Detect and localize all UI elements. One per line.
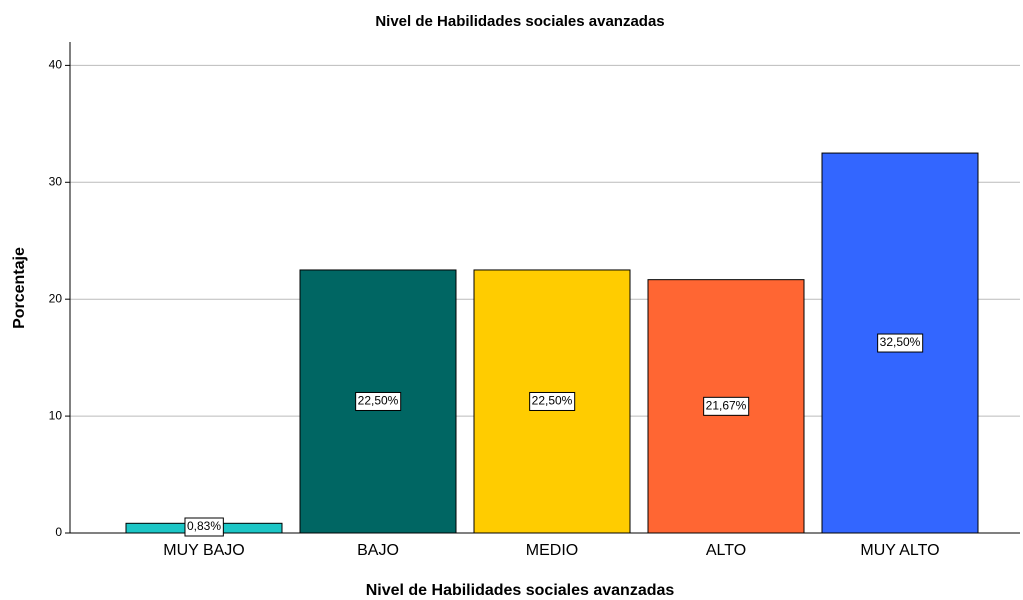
y-axis-title: Porcentaje (11, 247, 28, 329)
value-label: 21,67% (706, 399, 747, 413)
value-label-box (184, 517, 224, 537)
x-tick-label: MUY ALTO (860, 542, 939, 559)
y-tick-label: 10 (49, 408, 63, 422)
value-label: 22,50% (532, 394, 573, 408)
x-tick-label: BAJO (357, 542, 399, 559)
chart-title: Nivel de Habilidades sociales avanzadas (375, 13, 664, 30)
value-label-box (355, 391, 402, 411)
x-tick-label: MUY BAJO (163, 542, 245, 559)
y-tick-label: 0 (55, 525, 62, 539)
y-tick-label: 30 (49, 174, 63, 188)
value-label: 0,83% (187, 519, 221, 533)
x-tick-label: MEDIO (526, 542, 578, 559)
value-label: 32,50% (880, 335, 921, 349)
value-label-box (877, 333, 924, 353)
y-tick-label: 20 (49, 291, 63, 305)
value-label-box (529, 391, 576, 411)
value-label-box (703, 396, 750, 416)
x-tick-label: ALTO (706, 542, 746, 559)
y-tick-label: 40 (49, 58, 63, 72)
x-axis-title: Nivel de Habilidades sociales avanzadas (366, 582, 675, 599)
value-label: 22,50% (358, 394, 399, 408)
